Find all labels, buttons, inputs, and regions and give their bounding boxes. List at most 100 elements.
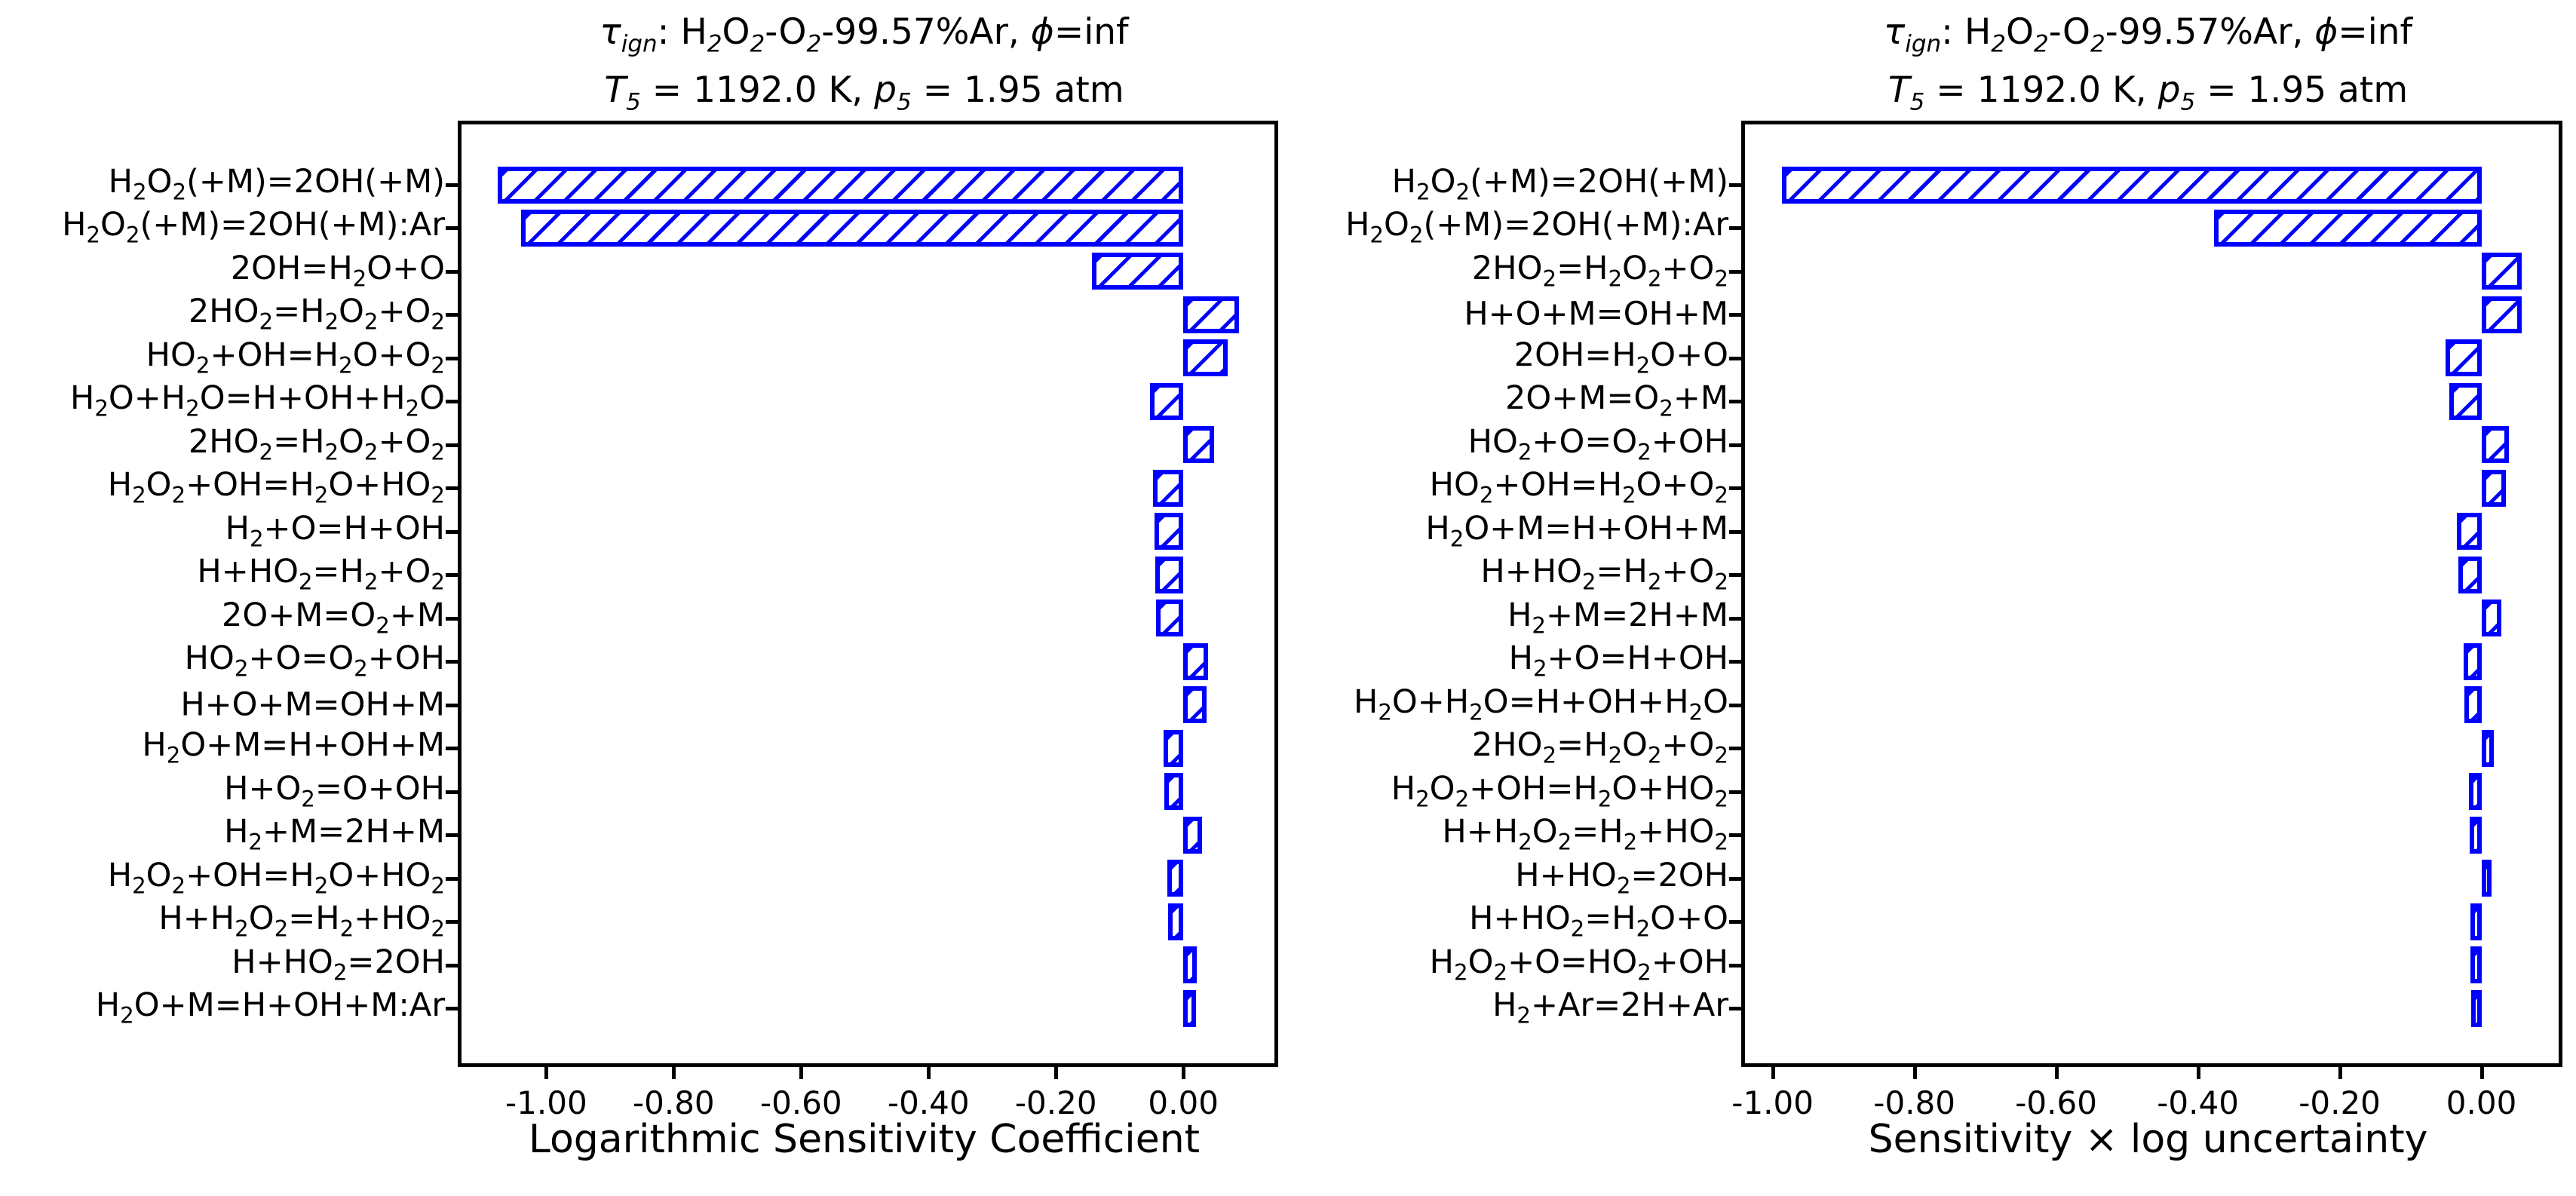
x-tick-label: -1.00 [1731,1084,1814,1121]
y-tick [1729,400,1741,404]
x-tick [544,1067,549,1079]
x-tick [1771,1067,1775,1079]
reaction-label: 2O+M=O2+M [1505,379,1728,422]
y-tick [1729,616,1741,621]
reaction-label: HO2+O=O2+OH [184,639,445,682]
x-tick [1054,1067,1059,1079]
bar [2481,296,2522,333]
plot-area: H2O2(+M)=2OH(+M) H2O2(+M)=2OH(+M):Ar 2OH=H… [62,121,1278,1119]
x-axis-label: Logarithmic Sensitivity Coefficient [528,1117,1201,1162]
reaction-label: H2O2(+M)=2OH(+M):Ar [62,206,445,249]
bar [1183,989,1197,1027]
bar [1153,469,1184,507]
y-tick [1729,660,1741,664]
x-tick [2054,1067,2059,1079]
x-tick-label: -0.20 [1014,1084,1097,1121]
y-tick [446,876,458,881]
bar [2481,253,2522,290]
reaction-label: H2+O=H+OH [1508,639,1728,682]
reaction-label: 2HO2=H2O2+O2 [1471,726,1728,768]
bar [1164,729,1184,767]
reaction-label: H+H2O2=H2+HO2 [1442,813,1728,855]
reaction-label: H+HO2=2OH [1515,856,1728,899]
y-tick [1729,486,1741,491]
bar [2481,426,2510,464]
x-tick-label: -0.20 [2298,1084,2381,1121]
y-tick [446,356,458,360]
reaction-label: H+HO2=2OH [232,943,445,986]
bar [2458,556,2482,593]
y-tick [446,400,458,404]
bar [1167,903,1184,940]
bar [498,166,1184,204]
bar [2481,860,2492,897]
y-tick [1729,876,1741,881]
bar [1164,773,1184,811]
reaction-label: H2O+H2O=H+OH+H2O [69,379,445,422]
bar [2464,642,2482,680]
bar [2445,339,2482,377]
x-tick [799,1067,804,1079]
chart-title-line1: τign: H2O2-O2-99.57%Ar, ϕ=inf [600,11,1129,58]
reaction-label: 2OH=H2O+O [1513,336,1728,379]
x-tick-label: -0.80 [1873,1084,1955,1121]
x-tick [2196,1067,2200,1079]
y-tick [1729,920,1741,925]
bar [1183,816,1202,854]
x-tick-label: -0.40 [887,1084,970,1121]
bar [2481,600,2501,637]
bar [1183,946,1197,984]
y-tick [446,443,458,447]
reaction-label: H2O+H2O=H+OH+H2O [1353,682,1728,725]
x-tick-label: -0.60 [759,1084,842,1121]
plot-area: H2O2(+M)=2OH(+M) H2O2(+M)=2OH(+M):Ar 2HO2=… [1345,121,2562,1119]
reaction-label: H2O2+OH=H2O+HO2 [1391,769,1728,812]
reaction-label: H+HO2=H2O+O [1469,900,1728,942]
y-tick [1729,269,1741,274]
reaction-label: H2O2+OH=H2O+HO2 [107,466,445,508]
chart-title: τign: H2O2-O2-99.57%Ar, ϕ=inf T5 = 1192.… [458,9,1271,126]
y-tick [446,573,458,578]
y-tick [1729,573,1741,578]
y-tick [1729,443,1741,447]
y-tick [1729,747,1741,751]
reaction-label: HO2+OH=H2O+O2 [1429,466,1728,508]
bar [2464,686,2482,724]
bar [1155,513,1184,550]
bar [2470,946,2482,984]
y-tick [446,920,458,925]
chart-title-line2: T5 = 1192.0 K, p5 = 1.95 atm [604,69,1124,116]
x-tick [927,1067,931,1079]
reaction-label: H+HO2=H2+O2 [1480,553,1728,595]
bar [2471,989,2482,1027]
bar [1183,339,1228,377]
y-tick [446,616,458,621]
reaction-label: H+H2O2=H2+HO2 [158,900,445,942]
reaction-label: 2HO2=H2O2+O2 [1471,250,1728,292]
chart-title-line2: T5 = 1192.0 K, p5 = 1.95 atm [1888,69,2409,116]
x-tick-label: -0.40 [2157,1084,2239,1121]
y-tick [446,703,458,707]
reaction-label: HO2+OH=H2O+O2 [146,336,445,379]
x-tick [2338,1067,2342,1079]
y-tick [446,833,458,838]
bar [1781,166,2482,204]
y-tick [446,1007,458,1010]
y-tick [1729,1007,1741,1010]
chart-title: τign: H2O2-O2-99.57%Ar, ϕ=inf T5 = 1192.… [1741,9,2555,126]
bar [1167,860,1184,897]
bar [1183,686,1207,724]
x-tick [2479,1067,2484,1079]
bar [2481,729,2495,767]
reaction-label: H2+M=2H+M [1507,596,1728,639]
bar [1183,642,1209,680]
bar [2470,903,2482,940]
y-tick [1729,183,1741,187]
reaction-label: H2O2+OH=H2O+HO2 [107,856,445,899]
reaction-label: H2O2+O=HO2+OH [1429,943,1728,986]
x-tick [1912,1067,1917,1079]
y-tick [1729,529,1741,534]
bar [2468,773,2482,811]
x-tick-label: -1.00 [505,1084,587,1121]
